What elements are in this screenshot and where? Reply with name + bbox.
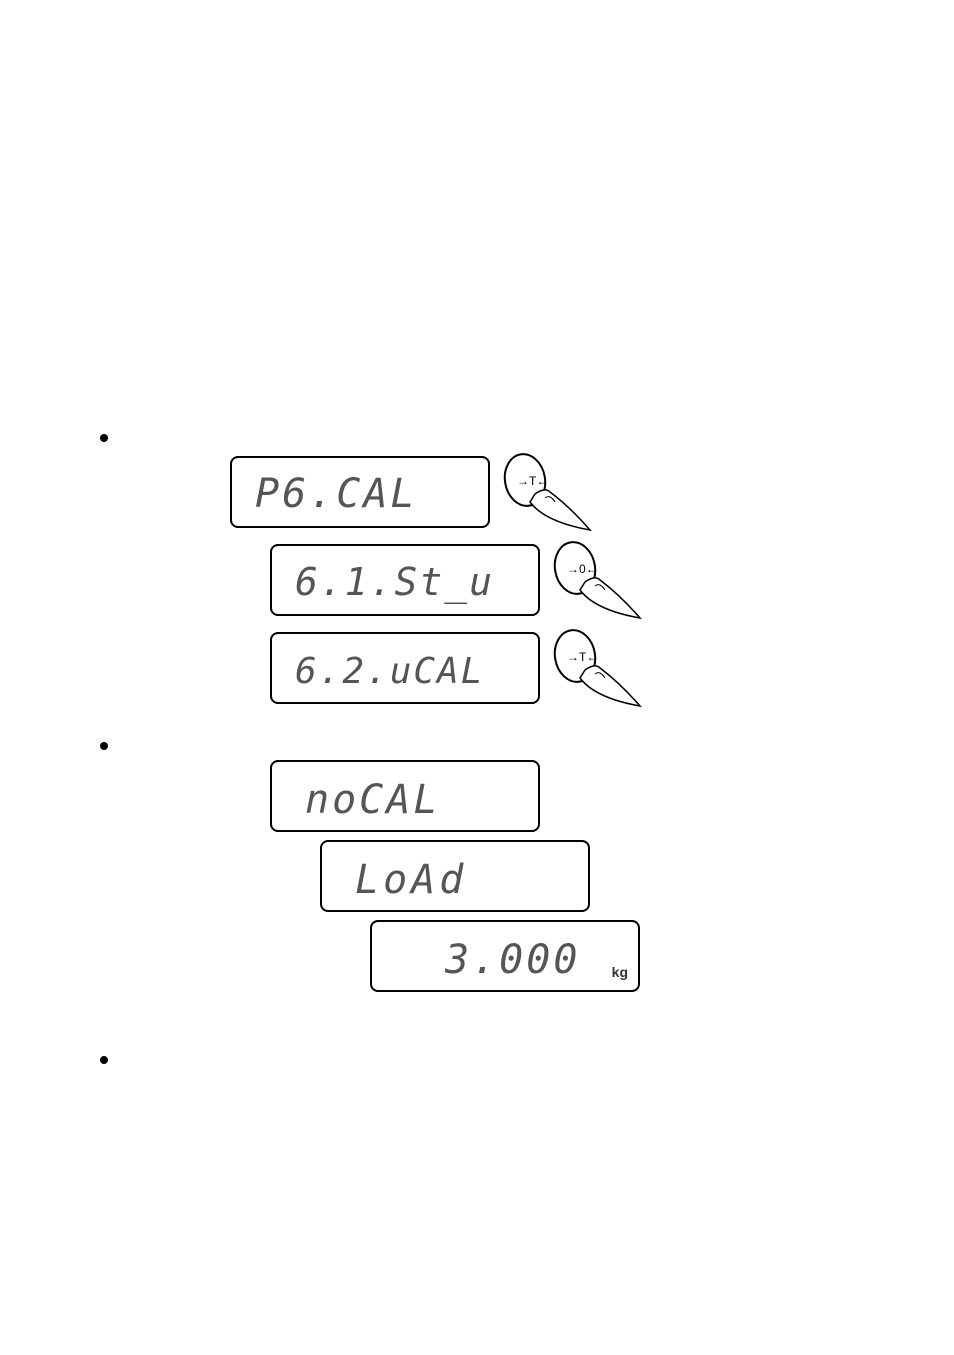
button-with-hand: →T← <box>500 452 610 532</box>
bullet-icon <box>100 742 108 750</box>
display-row: 3.000 kg <box>370 920 860 992</box>
button-with-hand: →T← <box>550 628 660 708</box>
button-hand-svg: →0← <box>550 540 660 620</box>
display-row: P6.CAL →T← <box>230 452 860 532</box>
display-row: LoAd <box>320 840 860 912</box>
lcd-text: 6.2.uCAL <box>295 651 484 692</box>
bullet-row-3 <box>100 1052 860 1064</box>
bullet-icon <box>100 1056 108 1064</box>
button-hand-svg: →T← <box>550 628 660 708</box>
lcd-display: 3.000 kg <box>370 920 640 992</box>
lcd-text: P6.CAL <box>255 471 418 517</box>
lcd-display: 6.2.uCAL <box>270 632 540 704</box>
lcd-display: noCAL <box>270 760 540 832</box>
lcd-text: 3.000 <box>444 937 580 981</box>
display-row: 6.1.St_u →0← <box>270 540 860 620</box>
lcd-svg: 3.000 <box>385 931 625 981</box>
bullet-row-1 <box>100 430 860 442</box>
display-group-2: noCAL LoAd 3.000 kg <box>230 760 860 992</box>
svg-text:→T←: →T← <box>517 474 548 488</box>
svg-text:→T←: →T← <box>567 650 598 664</box>
unit-label: kg <box>612 964 628 980</box>
lcd-display: 6.1.St_u <box>270 544 540 616</box>
lcd-display: P6.CAL <box>230 456 490 528</box>
lcd-text: LoAd <box>355 857 467 901</box>
lcd-display: LoAd <box>320 840 590 912</box>
lcd-svg: P6.CAL <box>245 467 475 517</box>
lcd-svg: 6.1.St_u <box>285 555 525 605</box>
lcd-svg: 6.2.uCAL <box>285 643 525 693</box>
lcd-text: 6.1.St_u <box>295 560 494 605</box>
button-with-hand: →0← <box>550 540 660 620</box>
display-row: 6.2.uCAL →T← <box>270 628 860 708</box>
button-hand-svg: →T← <box>500 452 610 532</box>
bullet-icon <box>100 434 108 442</box>
lcd-svg: noCAL <box>285 771 525 821</box>
display-row: noCAL <box>270 760 860 832</box>
display-group-1: P6.CAL →T← 6.1.St_u <box>230 452 860 708</box>
lcd-text: noCAL <box>305 777 440 821</box>
document-content: P6.CAL →T← 6.1.St_u <box>100 430 860 1072</box>
bullet-row-2 <box>100 738 860 750</box>
lcd-svg: LoAd <box>335 851 575 901</box>
svg-text:→0←: →0← <box>567 562 598 576</box>
